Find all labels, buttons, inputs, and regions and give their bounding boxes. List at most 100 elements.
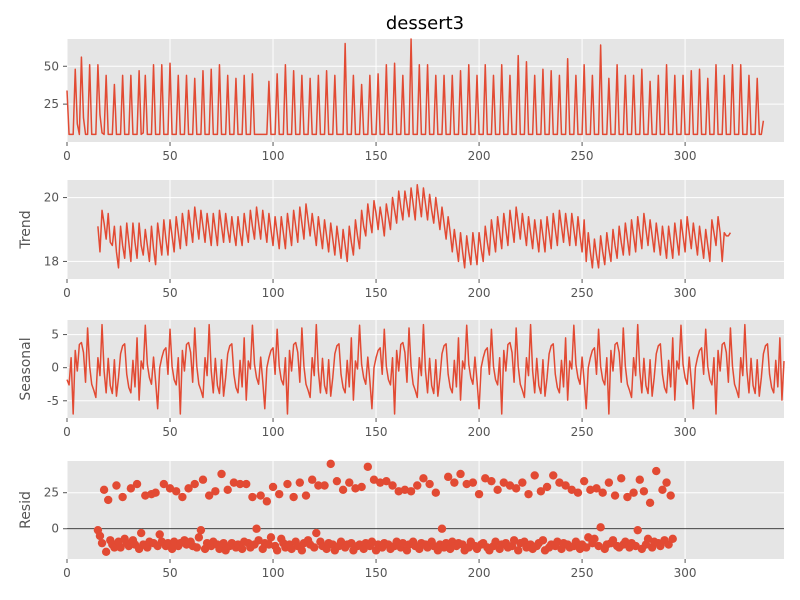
resid-point [132,479,142,489]
resid-point [159,479,169,489]
resid-point [617,474,626,483]
resid-point [312,528,321,538]
resid-point [443,472,453,482]
resid-point [406,487,416,496]
resid-point [99,485,109,495]
resid-point [419,474,428,483]
resid-point [549,471,558,480]
resid-point [431,488,441,497]
resid-point [184,484,193,493]
panel-trend: 0 50 100 150 200 250 300 18 20 Trend [18,180,784,300]
resid-point [204,491,214,500]
resid-point [668,534,677,544]
y-tick-label: 0 [51,361,59,375]
resid-point [196,525,206,535]
resid-point [425,479,434,489]
resid-point [658,485,667,495]
resid-point [192,543,202,552]
x-tick-label: 150 [365,566,388,580]
x-tick-label: 200 [468,425,491,439]
x-tick-label: 50 [162,149,177,163]
resid-point [623,492,632,502]
resid-point [171,487,181,496]
y-tick-label: 25 [44,97,59,111]
x-tick-label: 150 [365,286,388,300]
resid-point [579,476,589,486]
x-tick-label: 250 [571,149,594,163]
x-tick-label: 300 [674,425,697,439]
resid-point [242,479,251,489]
resid-point [272,546,282,555]
x-tick-label: 100 [262,286,285,300]
resid-point [256,491,265,500]
x-tick-label: 250 [571,566,594,580]
resid-point [573,488,583,497]
resid-point [561,481,570,490]
resid-point [382,476,391,486]
seasonal-axis-label: Seasonal [18,337,34,400]
y-tick-label: 50 [44,59,59,73]
x-tick-label: 200 [468,566,491,580]
trend-axis-label: Trend [18,210,34,249]
x-tick-label: 100 [262,149,285,163]
resid-point [662,478,671,487]
resid-point [338,485,348,495]
resid-point [468,478,478,487]
y-tick-label: 18 [44,254,59,268]
resid-point [252,524,261,533]
resid-point [266,533,276,542]
y-tick-label: 20 [44,191,59,205]
resid-point [307,475,317,484]
x-tick-label: 300 [674,149,697,163]
resid-point [413,481,422,490]
x-tick-label: 200 [468,286,491,300]
resid-point [345,478,354,487]
resid-point [592,484,601,493]
seasonal-series-line [66,323,785,415]
resid-point [538,536,548,545]
x-tick-label: 0 [63,425,71,439]
x-tick-label: 50 [162,425,177,439]
x-tick-label: 0 [63,286,71,300]
resid-point [536,487,546,496]
x-tick-label: 300 [674,566,697,580]
resid-axis-label: Resid [18,491,34,529]
observed-series-line [66,38,765,136]
resid-point [262,497,272,506]
resid-point [604,478,614,487]
resid-point [524,489,533,499]
x-tick-label: 150 [365,149,388,163]
resid-point [645,498,655,507]
panel-resid: 0 50 100 150 200 250 300 0 25 Resid [18,459,784,580]
resid-point [223,485,232,495]
resid-point [101,547,111,556]
x-tick-label: 300 [674,286,697,300]
resid-point [511,484,521,493]
x-tick-label: 250 [571,425,594,439]
resid-point [326,459,335,469]
resid-point [178,492,187,502]
resid-point [633,525,642,535]
resid-point [297,546,307,555]
y-tick-label: 0 [51,522,59,536]
resid-point [104,495,113,505]
resid-point [610,491,620,500]
resid-point [289,492,298,502]
resid-point [363,462,373,471]
resid-point [118,492,127,502]
resid-point [194,533,204,542]
resid-point [635,475,644,484]
y-tick-label: -5 [47,394,59,408]
resid-point [320,481,329,490]
resid-point [582,543,591,552]
resid-point [493,485,502,495]
resid-point [542,482,552,492]
resid-point [275,489,284,499]
resid-point [283,479,292,489]
resid-point [437,524,447,533]
x-tick-label: 0 [63,149,71,163]
x-tick-label: 100 [262,425,285,439]
resid-point [301,491,311,500]
resid-point [237,544,247,554]
